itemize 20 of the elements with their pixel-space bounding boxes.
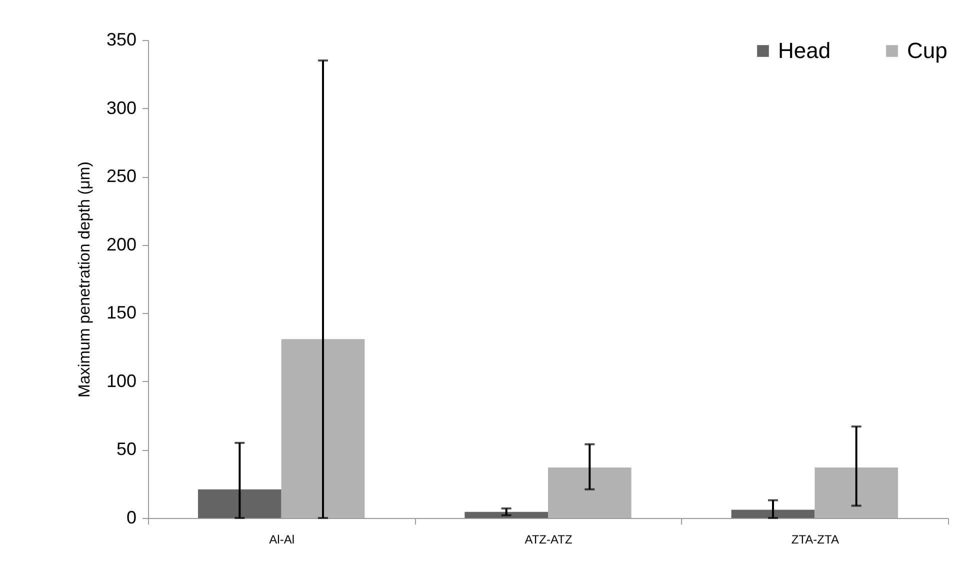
x-tick-label: Al-Al — [269, 532, 295, 546]
x-tick-label: ATZ-ATZ — [524, 532, 572, 546]
y-tick-label: 150 — [106, 302, 136, 323]
y-tick-label: 250 — [106, 166, 136, 186]
bar — [281, 339, 365, 518]
y-tick-label: 0 — [126, 508, 136, 528]
y-tick-label: 50 — [116, 439, 136, 460]
y-tick-label: 100 — [106, 370, 136, 391]
bar — [814, 467, 898, 518]
y-axis-title: Maximum penetration depth (μm) — [76, 162, 94, 398]
y-tick-label: 300 — [106, 98, 136, 118]
y-tick-label: 350 — [106, 30, 136, 50]
bar — [198, 489, 282, 518]
bar — [731, 510, 815, 518]
bar — [548, 467, 632, 518]
y-tick-label: 200 — [106, 234, 136, 254]
legend-label: Cup — [907, 38, 948, 63]
bar — [464, 512, 548, 518]
x-tick-label: ZTA-ZTA — [791, 532, 839, 546]
legend-label: Head — [778, 38, 831, 63]
